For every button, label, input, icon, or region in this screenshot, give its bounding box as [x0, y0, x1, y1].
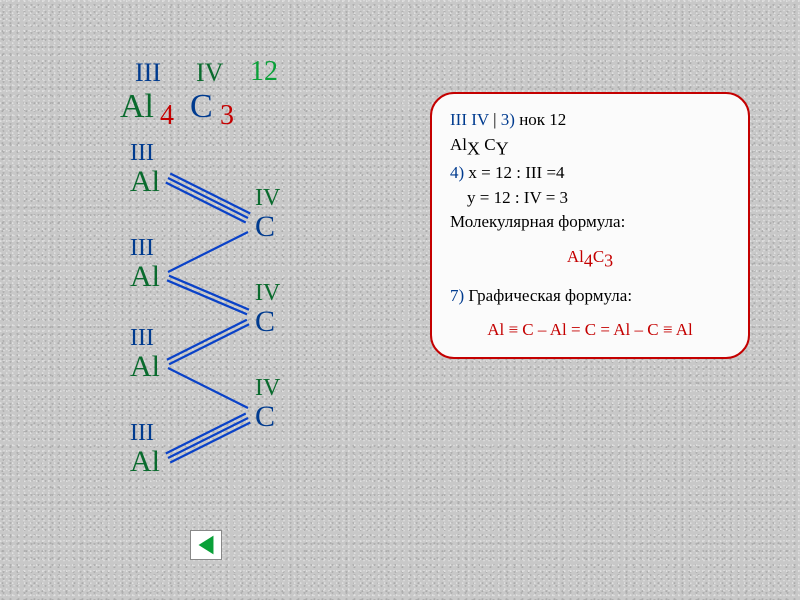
box-graph-formula: Al ≡ C – Al = C = Al – C ≡ Al — [450, 318, 730, 343]
al-symbol-1: Al — [130, 260, 160, 294]
info-box: III IV | 3) нок 12 AlX CY 4) x = 12 : II… — [430, 92, 750, 359]
al-valence-0: III — [130, 140, 154, 167]
box-l2a: Al — [450, 135, 467, 154]
al-symbol-3: Al — [130, 445, 160, 479]
c-valence-1: IV — [255, 280, 280, 307]
valence-c-top: IV — [196, 58, 223, 88]
c-valence-2: IV — [255, 375, 280, 402]
box-l1a: III IV — [450, 110, 489, 129]
c-symbol-0: C — [255, 210, 275, 244]
sym-c-top: C — [190, 88, 213, 126]
box-l7a: 7) — [450, 286, 468, 305]
al-symbol-2: Al — [130, 350, 160, 384]
sub-3: 3 — [220, 100, 234, 132]
box-l1d: нок 12 — [515, 110, 566, 129]
box-formula-s2: 3 — [604, 250, 613, 270]
box-l5: Молекулярная формула: — [450, 210, 730, 235]
box-formula-c: C — [593, 247, 604, 266]
c-valence-0: IV — [255, 185, 280, 212]
valence-al-top: III — [135, 58, 161, 88]
lcm-value: 12 — [250, 56, 278, 88]
box-formula-al: Al — [567, 247, 584, 266]
box-l2ys: Y — [496, 138, 509, 158]
triangle-left-icon — [199, 536, 214, 555]
box-l1c: 3) — [501, 110, 515, 129]
back-button[interactable] — [190, 530, 222, 560]
c-symbol-2: C — [255, 400, 275, 434]
box-l3b: x = 12 : III =4 — [464, 163, 564, 182]
al-valence-3: III — [130, 420, 154, 447]
box-l1b: | — [489, 110, 501, 129]
diagram-stage: III IV 12 Al 4 C 3 III IV | 3) нок 12 Al… — [0, 0, 800, 600]
al-valence-1: III — [130, 235, 154, 262]
al-symbol-0: Al — [130, 165, 160, 199]
sub-4: 4 — [160, 100, 174, 132]
box-l3a: 4) — [450, 163, 464, 182]
box-l4: y = 12 : IV = 3 — [450, 186, 730, 211]
sym-al-top: Al — [120, 88, 154, 126]
c-symbol-1: C — [255, 305, 275, 339]
box-formula-s1: 4 — [584, 250, 593, 270]
box-l2xs: X — [467, 138, 480, 158]
box-l7b: Графическая формула: — [468, 286, 632, 305]
al-valence-2: III — [130, 325, 154, 352]
box-l2b: C — [480, 135, 496, 154]
